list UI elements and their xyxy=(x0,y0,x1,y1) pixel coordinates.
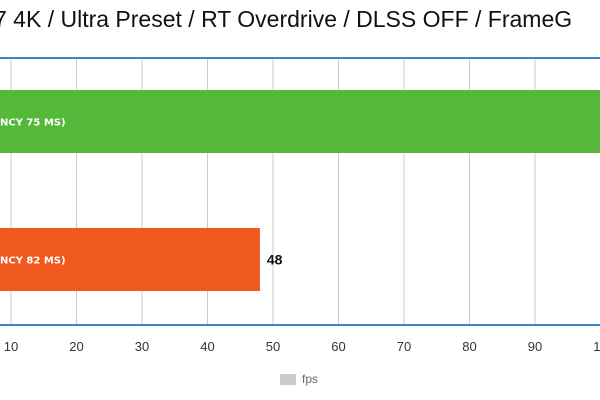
legend-swatch xyxy=(280,373,296,385)
legend-label-fps: fps xyxy=(302,372,319,386)
bar-category-label-1: NCY 75 MS) xyxy=(0,118,66,129)
x-tick-label-3: 40 xyxy=(200,339,214,354)
bar-category-label-2: NCY 82 MS) xyxy=(0,256,66,267)
x-tick-label-8: 90 xyxy=(528,339,542,354)
chart-title: 7 4K / Ultra Preset / RT Overdrive / DLS… xyxy=(0,6,573,32)
x-tick-label-7: 80 xyxy=(462,339,476,354)
x-tick-label-6: 70 xyxy=(397,339,411,354)
x-tick-label-4: 50 xyxy=(266,339,280,354)
x-tick-label-5: 60 xyxy=(331,339,345,354)
x-tick-label-9: 10 xyxy=(593,339,600,354)
bar-1 xyxy=(0,90,600,153)
bar-value-label-2: 48 xyxy=(267,252,283,268)
x-tick-label-1: 20 xyxy=(69,339,83,354)
x-tick-label-0: 10 xyxy=(4,339,18,354)
x-tick-label-2: 30 xyxy=(135,339,149,354)
bar-2 xyxy=(0,228,260,291)
legend[interactable]: fps xyxy=(280,372,318,386)
